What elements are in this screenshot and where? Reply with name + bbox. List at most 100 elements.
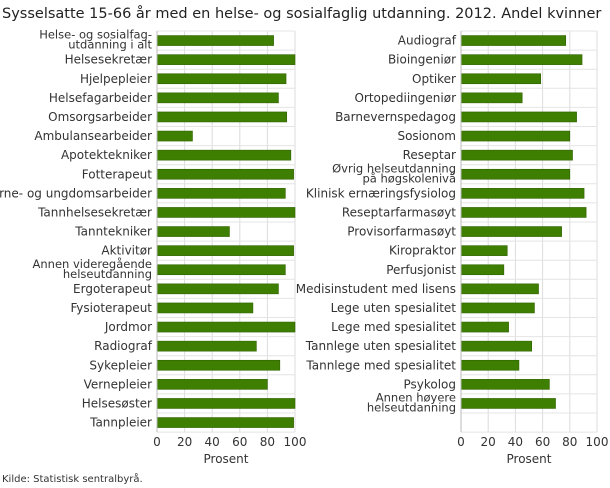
x-tick-label: 100 xyxy=(284,435,307,449)
bar xyxy=(460,321,509,333)
bar xyxy=(460,73,541,85)
bar xyxy=(460,264,505,276)
bar xyxy=(156,379,268,390)
bar xyxy=(156,359,281,371)
chart-title: Sysselsatte 15-66 år med en helse- og so… xyxy=(2,5,601,22)
bar xyxy=(156,302,254,314)
bar xyxy=(460,35,567,46)
category-label: Annen videregående helseutdanning xyxy=(33,257,152,281)
x-tick-label: 60 xyxy=(232,435,247,449)
bar xyxy=(156,207,296,218)
bar xyxy=(156,417,294,428)
category-label: Tanntekniker xyxy=(74,225,152,239)
x-axis-label: Prosent xyxy=(204,452,249,466)
x-tick-label: 60 xyxy=(535,435,550,449)
category-label: Tannhelsesekretær xyxy=(37,205,152,219)
category-label: Perfusjonist xyxy=(386,263,456,277)
bar xyxy=(460,398,556,409)
x-axis-label: Prosent xyxy=(507,452,552,466)
category-label: Sosionom xyxy=(397,129,456,143)
category-label: Ortopediingeniør xyxy=(354,91,456,105)
category-label: Aktivitør xyxy=(101,244,152,258)
category-label: Jordmor xyxy=(104,320,152,334)
category-label: Helsesekretær xyxy=(65,53,153,67)
bar xyxy=(156,398,296,409)
bar xyxy=(460,245,508,256)
x-tick-label: 40 xyxy=(508,435,523,449)
bar xyxy=(156,111,288,123)
category-label: Optiker xyxy=(412,72,456,86)
bar xyxy=(156,283,279,295)
category-label: Fotterapeut xyxy=(82,167,153,181)
category-label: Tannlege uten spesialitet xyxy=(305,339,457,353)
x-tick-label: 20 xyxy=(481,435,496,449)
category-label: Vernepleier xyxy=(84,377,152,391)
bar xyxy=(460,111,577,123)
bar xyxy=(460,379,550,390)
category-label: Annen høyere helseutdanning xyxy=(367,390,456,414)
bar xyxy=(156,54,296,65)
bar xyxy=(156,264,286,276)
category-label: Tannlege med spesialitet xyxy=(305,358,456,372)
category-label: Ergoterapeut xyxy=(73,282,152,296)
category-label: Lege uten spesialitet xyxy=(331,301,457,315)
category-label: Psykolog xyxy=(403,377,456,391)
category-label: Barnevernspedagog xyxy=(335,110,456,124)
bar xyxy=(156,188,286,199)
source-note: Kilde: Statistisk sentralbyrå. xyxy=(2,472,143,485)
category-label: Helsesøster xyxy=(82,396,152,410)
category-label: Ambulansearbeider xyxy=(34,129,152,143)
x-tick-label: 80 xyxy=(260,435,275,449)
category-label: Lege med spesialitet xyxy=(331,320,456,334)
category-label: Øvrig helseutdanning på høgskolenivå xyxy=(332,161,456,185)
category-label: Bioingeniør xyxy=(388,53,456,67)
category-label: Barne- og ungdomsarbeider xyxy=(0,186,152,200)
bar xyxy=(460,226,562,237)
chart-panel-2: 0 20 40 60 80 100 Audiograf Bioingeniør Optiker O… xyxy=(296,30,609,466)
bar xyxy=(156,73,287,85)
bar xyxy=(156,92,279,104)
category-label: Reseptarfarmasøyt xyxy=(342,205,456,219)
x-tick-label: 40 xyxy=(205,435,220,449)
bar xyxy=(460,168,571,180)
bar xyxy=(156,245,294,256)
category-label: Radiograf xyxy=(94,339,153,353)
category-label: Reseptar xyxy=(403,148,456,162)
bar xyxy=(460,188,585,199)
category-label: Medisinstudent med lisens xyxy=(296,282,456,296)
bar xyxy=(460,130,571,142)
bar xyxy=(156,130,193,142)
category-label: Sykepleier xyxy=(89,358,152,372)
x-tick-label: 20 xyxy=(177,435,192,449)
x-tick-label: 100 xyxy=(586,435,609,449)
category-label: Hjelpepleier xyxy=(80,72,152,86)
bar xyxy=(156,168,294,180)
category-label: Klinisk ernæringsfysiolog xyxy=(306,186,456,200)
bar xyxy=(460,359,520,371)
bar xyxy=(460,302,535,314)
category-label: Audiograf xyxy=(398,34,457,48)
category-label: Omsorgsarbeider xyxy=(48,110,152,124)
bar xyxy=(156,226,230,237)
bar xyxy=(156,35,274,46)
bar xyxy=(460,54,583,65)
category-label: Apotektekniker xyxy=(61,148,152,162)
bar xyxy=(156,149,292,161)
bar xyxy=(460,207,587,218)
bar xyxy=(460,283,539,295)
bar xyxy=(460,340,533,352)
category-label: Fysioterapeut xyxy=(70,301,152,315)
x-tick-label: 0 xyxy=(457,435,465,449)
category-label: Helse- og sosialfag-utdanning i alt xyxy=(39,28,152,52)
bar xyxy=(156,340,257,352)
bar xyxy=(460,149,573,161)
chart-panel-1: 0 20 40 60 80 100 Helse- og sosialfag-utdannin… xyxy=(0,28,306,467)
category-label: Kiropraktor xyxy=(389,244,456,258)
bar xyxy=(460,92,523,104)
category-label: Provisorfarmasøyt xyxy=(347,225,456,239)
x-tick-label: 0 xyxy=(153,435,161,449)
bar xyxy=(156,321,296,333)
x-tick-label: 80 xyxy=(562,435,577,449)
category-label: Helsefagarbeider xyxy=(49,91,152,105)
